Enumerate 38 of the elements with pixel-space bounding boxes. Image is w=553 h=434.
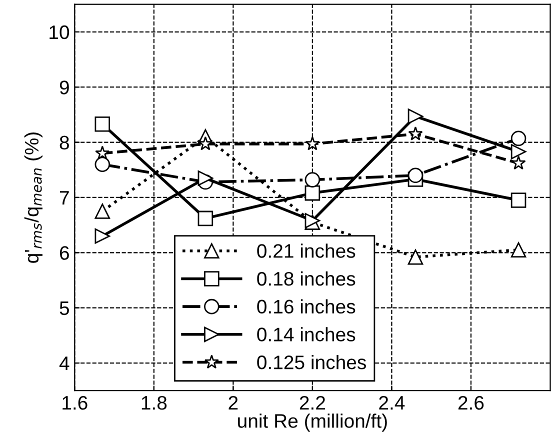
y-tick-label: 8 [60,136,69,150]
y-tick-label: 5 [60,302,69,316]
point [511,156,526,170]
x-tick-label: 1.6 [62,396,88,410]
legend-label: 0.21 inches [257,244,356,258]
point [94,156,110,172]
x-tick-label: 2.6 [458,396,484,410]
point [510,192,526,208]
point [510,144,526,160]
x-tick-label: 1.8 [142,396,167,410]
legend-label: 0.18 inches [257,271,356,286]
point [198,136,213,150]
x-tick-label: 2.2 [300,396,325,410]
y-tick-label: 6 [60,246,69,260]
x-axis-title: unit Re (million/ft) [238,414,387,432]
y-tick-label: 9 [60,80,69,94]
point [94,228,110,244]
point [94,204,110,219]
x-tick-label: 2 [228,396,238,410]
point [304,185,320,201]
point [510,130,526,146]
y-tick-label: 4 [59,356,70,370]
point [94,116,110,132]
point [408,126,423,140]
point [305,136,320,150]
y-tick-label: 10 [50,25,70,40]
legend-label: 0.125 inches [257,354,366,370]
point [198,210,214,226]
x-tick-label: 2.4 [379,396,405,410]
y-tick-label: 7 [60,191,69,205]
point [408,108,424,124]
legend-label: 0.16 inches [257,299,356,314]
y-axis-title: q'$_{rms}$/q$_{mean}$ (%) [24,132,42,263]
point [304,172,320,188]
point [198,170,214,186]
legend-label: 0.14 inches [257,327,356,342]
point [95,146,110,160]
point [408,168,424,184]
